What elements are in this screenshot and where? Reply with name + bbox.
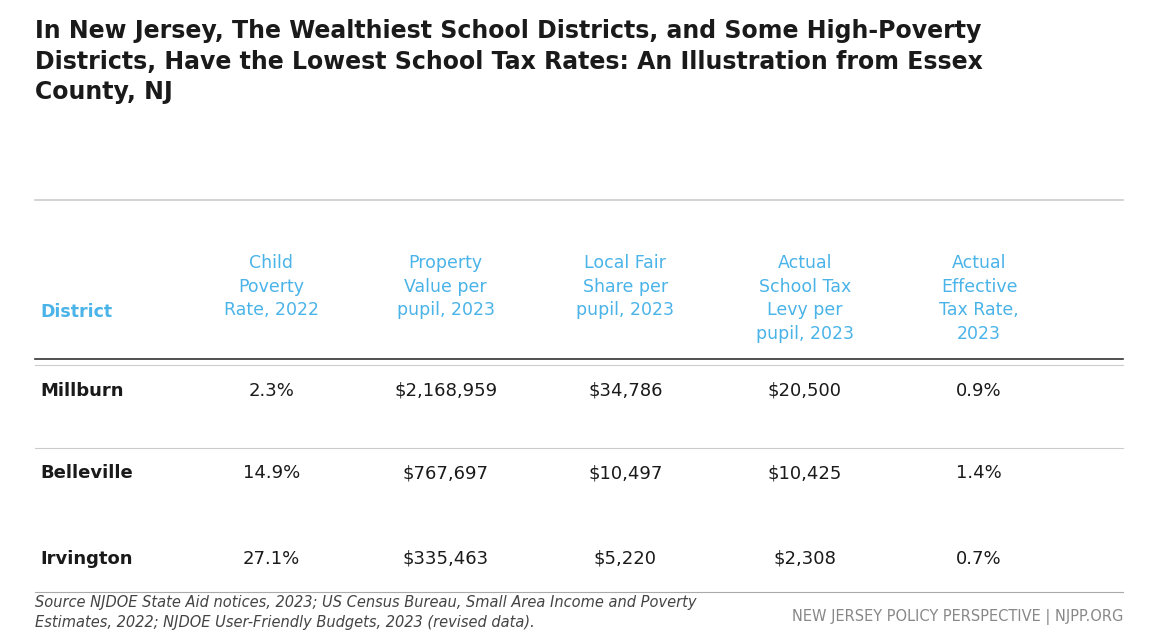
Text: Belleville: Belleville	[41, 464, 133, 482]
Text: $767,697: $767,697	[403, 464, 489, 482]
Text: 2.3%: 2.3%	[249, 382, 294, 399]
Text: Child
Poverty
Rate, 2022: Child Poverty Rate, 2022	[223, 254, 318, 319]
Text: $10,497: $10,497	[588, 464, 662, 482]
Text: $34,786: $34,786	[588, 382, 662, 399]
Text: Irvington: Irvington	[41, 550, 133, 568]
Text: $5,220: $5,220	[594, 550, 657, 568]
Text: Actual
Effective
Tax Rate,
2023: Actual Effective Tax Rate, 2023	[939, 254, 1019, 343]
Text: Millburn: Millburn	[41, 382, 124, 399]
Text: 14.9%: 14.9%	[243, 464, 300, 482]
Text: Local Fair
Share per
pupil, 2023: Local Fair Share per pupil, 2023	[577, 254, 674, 319]
Text: Property
Value per
pupil, 2023: Property Value per pupil, 2023	[397, 254, 494, 319]
Text: In New Jersey, The Wealthiest School Districts, and Some High-Poverty
Districts,: In New Jersey, The Wealthiest School Dis…	[35, 19, 983, 104]
Text: $20,500: $20,500	[768, 382, 842, 399]
Text: 27.1%: 27.1%	[243, 550, 300, 568]
Text: $2,308: $2,308	[774, 550, 836, 568]
Text: $2,168,959: $2,168,959	[394, 382, 497, 399]
Text: 0.9%: 0.9%	[957, 382, 1002, 399]
Text: NEW JERSEY POLICY PERSPECTIVE | NJPP.ORG: NEW JERSEY POLICY PERSPECTIVE | NJPP.ORG	[792, 610, 1123, 625]
Text: $335,463: $335,463	[403, 550, 489, 568]
Text: 0.7%: 0.7%	[957, 550, 1002, 568]
Text: 1.4%: 1.4%	[957, 464, 1002, 482]
Text: Actual
School Tax
Levy per
pupil, 2023: Actual School Tax Levy per pupil, 2023	[756, 254, 853, 343]
Text: $10,425: $10,425	[768, 464, 842, 482]
Text: Source NJDOE State Aid notices, 2023; US Census Bureau, Small Area Income and Po: Source NJDOE State Aid notices, 2023; US…	[35, 595, 696, 630]
Text: District: District	[41, 303, 112, 321]
